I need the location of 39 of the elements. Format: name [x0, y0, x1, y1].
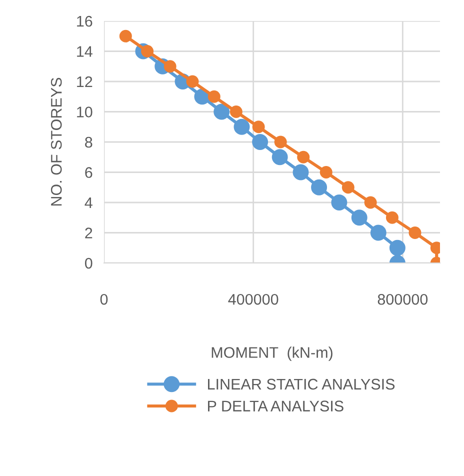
point [164, 60, 176, 73]
point [297, 150, 310, 164]
x-axis-title: MOMENT (kN-m) [212, 346, 332, 361]
point [119, 30, 132, 42]
y-tick-label: 10 [77, 106, 92, 118]
point [364, 196, 377, 209]
y-tick-label: 4 [84, 198, 92, 208]
x-tick-label: 800000 [378, 294, 428, 305]
point [351, 210, 368, 226]
point [292, 164, 309, 180]
y-tick-label: 2 [85, 228, 92, 238]
point [234, 118, 250, 135]
point [252, 120, 265, 134]
point [342, 181, 354, 194]
y-tick-label: 14 [77, 46, 92, 57]
y-tick-label: 12 [77, 76, 92, 88]
x-tick-label: 0 [100, 294, 108, 305]
point [320, 166, 332, 178]
point [389, 240, 406, 256]
y-axis-title: NO. OF STOREYS [50, 78, 62, 206]
x-tick-label: 400000 [228, 294, 278, 305]
point [186, 75, 199, 88]
point [331, 194, 348, 210]
point [274, 136, 287, 148]
legend-label: P DELTA ANALYSIS [208, 400, 344, 412]
point [408, 226, 422, 239]
y-tick-label: 6 [85, 167, 92, 178]
point [252, 134, 268, 150]
point [311, 179, 328, 196]
y-tick-label: 0 [84, 258, 92, 269]
point [386, 211, 398, 224]
point [230, 106, 242, 118]
y-tick-label: 8 [85, 136, 92, 148]
y-tick-label: 16 [77, 16, 92, 27]
point [214, 104, 230, 120]
point [370, 224, 386, 241]
legend-label: LINEAR STATIC ANALYSIS [208, 378, 395, 390]
point [272, 149, 288, 166]
point [208, 90, 220, 103]
